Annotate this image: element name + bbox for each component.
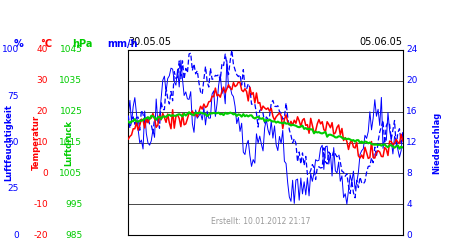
Text: -10: -10: [33, 200, 48, 209]
Text: Erstellt: 10.01.2012 21:17: Erstellt: 10.01.2012 21:17: [211, 217, 310, 226]
Text: 0: 0: [406, 230, 412, 239]
Text: 40: 40: [37, 46, 48, 54]
Text: Temperatur: Temperatur: [32, 115, 40, 170]
Text: 1025: 1025: [59, 107, 82, 116]
Text: Luftdruck: Luftdruck: [64, 120, 73, 166]
Text: 995: 995: [65, 200, 82, 209]
Text: hPa: hPa: [72, 39, 92, 49]
Text: 05.06.05: 05.06.05: [360, 37, 403, 47]
Text: 20: 20: [406, 76, 418, 85]
Text: 50: 50: [7, 138, 19, 147]
Text: -20: -20: [33, 230, 48, 239]
Text: %: %: [14, 39, 23, 49]
Text: 12: 12: [406, 138, 418, 147]
Text: 1005: 1005: [59, 169, 82, 178]
Text: 24: 24: [406, 46, 418, 54]
Text: 25: 25: [8, 184, 19, 193]
Text: °C: °C: [40, 39, 53, 49]
Text: 100: 100: [2, 46, 19, 54]
Text: 1015: 1015: [59, 138, 82, 147]
Text: mm/h: mm/h: [107, 39, 138, 49]
Text: 1045: 1045: [59, 46, 82, 54]
Text: 75: 75: [7, 92, 19, 101]
Text: 30: 30: [36, 76, 48, 85]
Text: Luftfeuchtigkeit: Luftfeuchtigkeit: [4, 104, 13, 181]
Text: 30.05.05: 30.05.05: [128, 37, 171, 47]
Text: 0: 0: [42, 169, 48, 178]
Text: 16: 16: [406, 107, 418, 116]
Text: 985: 985: [65, 230, 82, 239]
Text: Niederschlag: Niederschlag: [432, 112, 441, 174]
Text: 1035: 1035: [59, 76, 82, 85]
Text: 20: 20: [37, 107, 48, 116]
Text: 0: 0: [13, 230, 19, 239]
Text: 10: 10: [36, 138, 48, 147]
Text: 8: 8: [406, 169, 412, 178]
Text: 4: 4: [406, 200, 412, 209]
